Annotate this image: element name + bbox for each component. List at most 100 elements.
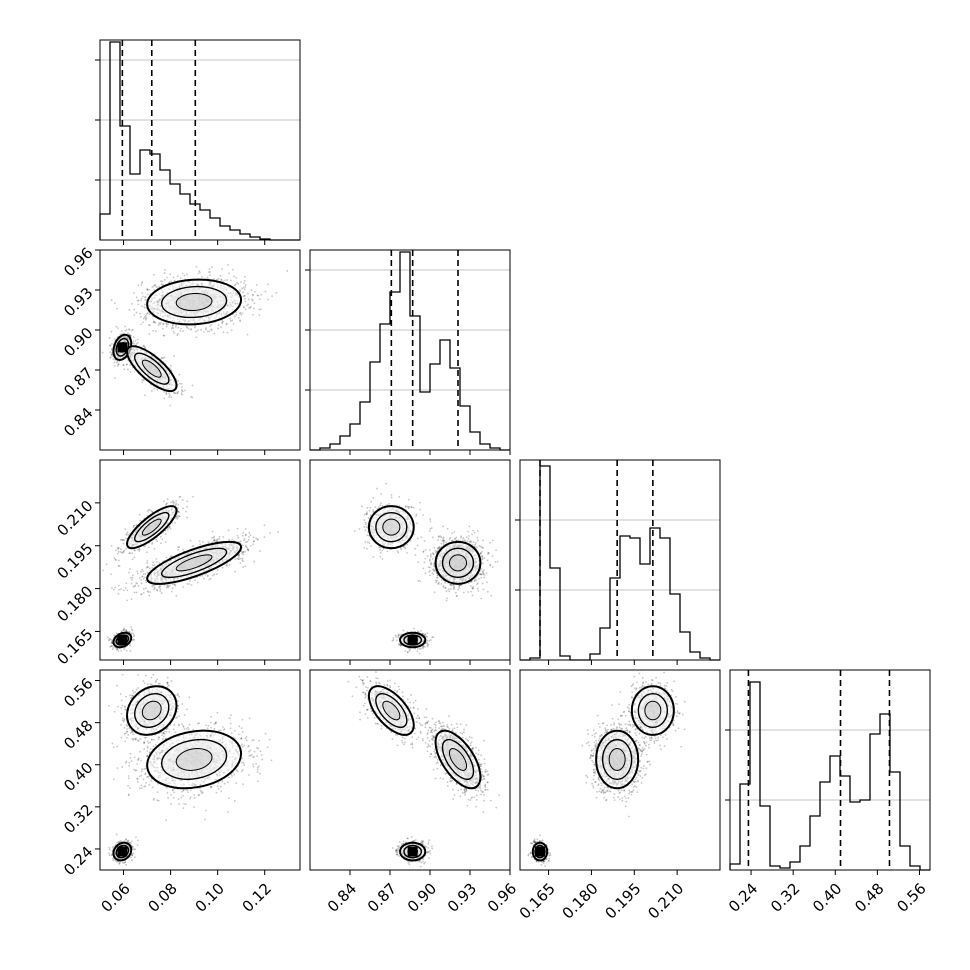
scatter-point (177, 516, 179, 519)
scatter-point (174, 584, 177, 587)
scatter-point (147, 566, 149, 569)
scatter-point (186, 273, 188, 276)
scatter-point (122, 629, 125, 631)
scatter-point (116, 360, 119, 362)
scatter-point (191, 396, 194, 399)
scatter-point (147, 293, 150, 296)
scatter-point (186, 326, 188, 329)
scatter-point (148, 567, 151, 570)
scatter-point (168, 392, 170, 395)
scatter-point (239, 312, 241, 315)
scatter-point (238, 556, 241, 559)
scatter-point (147, 509, 150, 511)
scatter-point (142, 573, 145, 575)
scatter-point (110, 343, 113, 345)
panel-0-0 (95, 39, 301, 245)
scatter-point (241, 287, 243, 290)
scatter-point (168, 525, 171, 528)
scatter-point (133, 634, 135, 637)
scatter-point (135, 342, 138, 345)
scatter-point (117, 547, 120, 549)
scatter-point (129, 644, 131, 647)
scatter-point (110, 348, 113, 351)
scatter-point (226, 322, 228, 325)
scatter-point (195, 336, 198, 339)
scatter-point (210, 328, 212, 331)
scatter-point (123, 628, 126, 631)
scatter-point (158, 585, 161, 588)
scatter-point (153, 564, 156, 567)
scatter-point (247, 538, 250, 541)
scatter-point (157, 324, 160, 326)
scatter-point (155, 558, 158, 560)
histogram-step-1 (310, 251, 510, 451)
scatter-point (255, 284, 258, 286)
scatter-point (195, 330, 197, 333)
scatter-point (137, 299, 140, 302)
scatter-point (249, 305, 252, 308)
scatter-point (146, 312, 148, 315)
scatter-point (152, 321, 155, 324)
scatter-point (233, 275, 235, 278)
scatter-point (181, 393, 184, 396)
scatter-point (243, 282, 245, 285)
scatter-point (117, 584, 120, 587)
scatter-point (177, 379, 179, 382)
scatter-point (165, 503, 168, 505)
scatter-point (230, 279, 232, 282)
scatter-point (158, 322, 160, 324)
scatter-point (156, 540, 159, 543)
scatter-point (246, 333, 249, 336)
scatter-point (237, 555, 240, 557)
scatter-point (181, 390, 184, 393)
scatter-point (242, 295, 245, 298)
scatter-point (260, 308, 262, 311)
scatter-point (140, 299, 142, 302)
scatter-point (145, 551, 148, 554)
scatter-point (256, 538, 259, 541)
scatter-point (138, 548, 141, 551)
scatter-point (128, 333, 131, 336)
scatter-point (177, 546, 179, 549)
scatter-point (226, 564, 228, 567)
scatter-point (117, 327, 119, 330)
scatter-point (110, 573, 113, 576)
scatter-point (150, 390, 153, 392)
scatter-point (120, 346, 123, 349)
scatter-point (110, 299, 113, 302)
scatter-point (236, 527, 239, 530)
scatter-point (142, 295, 144, 298)
scatter-point (217, 324, 220, 327)
scatter-point (245, 546, 248, 549)
scatter-point (235, 313, 238, 316)
scatter-point (140, 283, 143, 286)
scatter-point (115, 325, 118, 328)
scatter-point (121, 552, 124, 554)
scatter-point (115, 559, 117, 561)
scatter-point (135, 524, 138, 526)
scatter-point (175, 515, 178, 518)
scatter-point (136, 299, 139, 302)
scatter-point (166, 528, 169, 531)
scatter-point (141, 305, 144, 308)
scatter-point (140, 323, 143, 326)
scatter-point (120, 649, 123, 652)
scatter-point (143, 296, 146, 299)
scatter-point (236, 534, 239, 537)
scatter-point (119, 551, 122, 553)
scatter-point (233, 284, 236, 287)
scatter-point (119, 336, 122, 338)
scatter-point (198, 270, 201, 272)
scatter-point (247, 549, 250, 552)
scatter-point (176, 517, 179, 520)
scatter-point (143, 316, 146, 318)
scatter-point (216, 278, 219, 281)
scatter-point (141, 575, 144, 578)
scatter-point (118, 336, 121, 339)
scatter-point (182, 548, 185, 551)
scatter-point (115, 632, 118, 635)
scatter-point (252, 307, 255, 310)
scatter-point (159, 535, 162, 538)
scatter-point (111, 353, 114, 356)
scatter-point (174, 521, 177, 524)
